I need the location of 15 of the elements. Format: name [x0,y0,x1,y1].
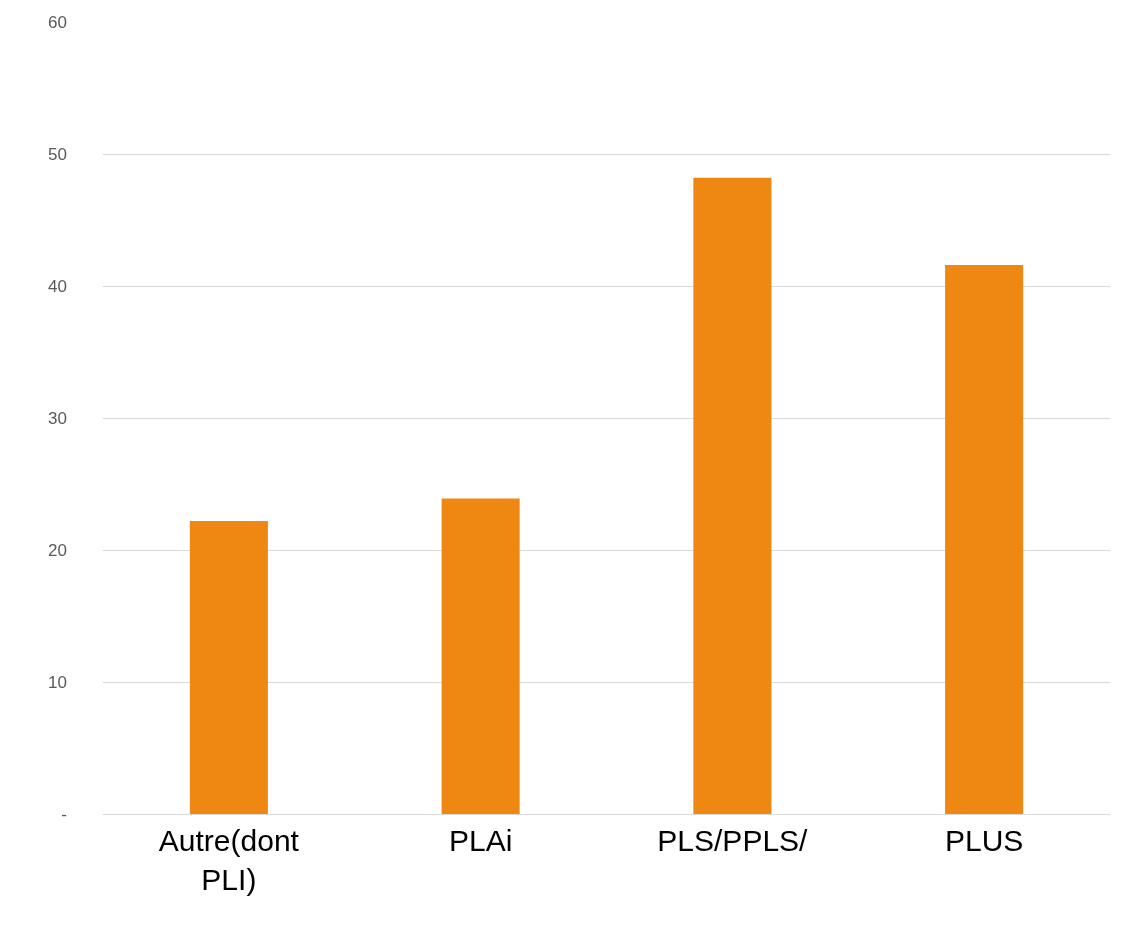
y-tick-label: 60 [48,12,67,32]
bar [693,177,772,814]
x-tick-label: Autre(dont PLI) [158,824,300,896]
bar [441,498,520,814]
bar [189,520,268,814]
x-tick-label: PLUS [944,824,1024,857]
y-tick-label: 10 [48,672,67,692]
y-tick-label: 40 [48,276,67,296]
bar [945,264,1024,814]
y-tick-label: - [61,804,67,824]
y-tick-label: 20 [48,540,67,560]
y-tick-label: 50 [48,144,67,164]
y-tick-label: 30 [48,408,67,428]
x-tick-label: PLAi [448,824,513,857]
x-tick-label: PLS/PPLS/ [657,824,809,857]
